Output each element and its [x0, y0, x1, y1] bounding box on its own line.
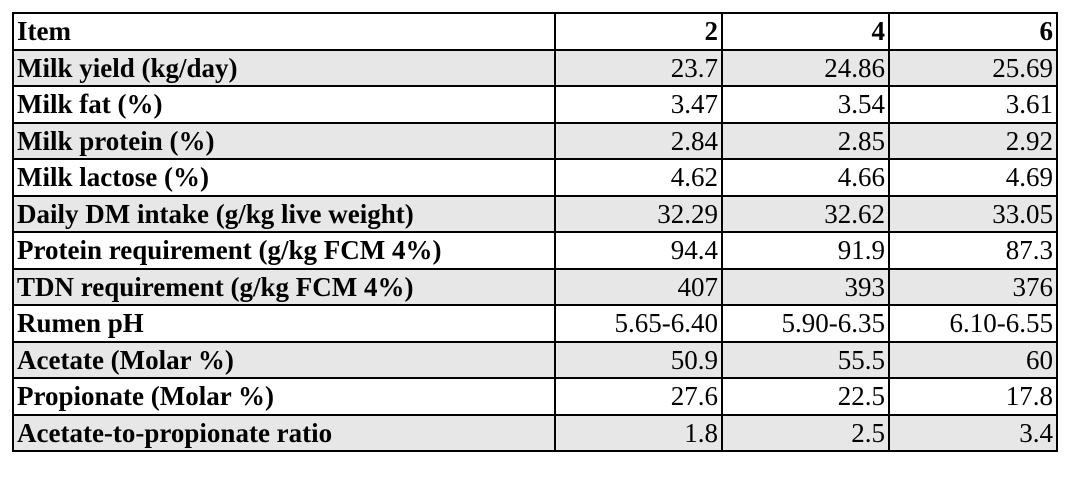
- row-value: 2.5: [721, 413, 890, 452]
- row-label: Daily DM intake (g/kg live weight): [12, 194, 556, 233]
- row-value: 50.9: [554, 340, 723, 379]
- row-value: 3.61: [888, 85, 1058, 124]
- row-value: 4.62: [554, 158, 723, 197]
- table-body: Milk yield (kg/day) 23.7 24.86 25.69 Milk fa…: [12, 48, 1058, 452]
- row-value: 2.85: [721, 121, 890, 160]
- row-label: Acetate (Molar %): [12, 340, 556, 379]
- row-value: 87.3: [888, 231, 1058, 270]
- row-value: 91.9: [721, 231, 890, 270]
- row-label: Protein requirement (g/kg FCM 4%): [12, 231, 556, 270]
- row-value: 22.5: [721, 377, 890, 416]
- row-value: 407: [554, 267, 723, 306]
- row-value: 17.8: [888, 377, 1058, 416]
- row-value: 4.66: [721, 158, 890, 197]
- row-label: Milk protein (%): [12, 121, 556, 160]
- row-value: 55.5: [721, 340, 890, 379]
- table-row: TDN requirement (g/kg FCM 4%) 407 393 376: [12, 267, 1058, 306]
- row-value: 3.4: [888, 413, 1058, 452]
- row-value: 3.47: [554, 85, 723, 124]
- row-value: 6.10-6.55: [888, 304, 1058, 343]
- row-value: 24.86: [721, 48, 890, 87]
- row-label: Milk fat (%): [12, 85, 556, 124]
- header-item: Item: [12, 12, 556, 51]
- table-row: Daily DM intake (g/kg live weight) 32.29 3…: [12, 194, 1058, 233]
- header-col-2: 2: [554, 12, 723, 51]
- row-label: TDN requirement (g/kg FCM 4%): [12, 267, 556, 306]
- row-value: 393: [721, 267, 890, 306]
- header-row: Item 2 4 6: [12, 12, 1058, 51]
- row-label: Milk yield (kg/day): [12, 48, 556, 87]
- row-value: 94.4: [554, 231, 723, 270]
- table-row: Protein requirement (g/kg FCM 4%) 94.4 91.…: [12, 231, 1058, 270]
- table-row: Rumen pH 5.65-6.40 5.90-6.35 6.10-6.55: [12, 304, 1058, 343]
- data-table: Item 2 4 6 Milk yield (kg/day) 23.7 24.86 2…: [12, 12, 1058, 452]
- row-value: 32.29: [554, 194, 723, 233]
- row-value: 1.8: [554, 413, 723, 452]
- header-col-6: 6: [888, 12, 1058, 51]
- row-value: 5.90-6.35: [721, 304, 890, 343]
- row-value: 60: [888, 340, 1058, 379]
- row-label: Propionate (Molar %): [12, 377, 556, 416]
- table-row: Milk lactose (%) 4.62 4.66 4.69: [12, 158, 1058, 197]
- row-value: 376: [888, 267, 1058, 306]
- row-value: 2.84: [554, 121, 723, 160]
- row-value: 3.54: [721, 85, 890, 124]
- row-value: 23.7: [554, 48, 723, 87]
- row-label: Acetate-to-propionate ratio: [12, 413, 556, 452]
- table-row: Propionate (Molar %) 27.6 22.5 17.8: [12, 377, 1058, 416]
- table-row: Milk protein (%) 2.84 2.85 2.92: [12, 121, 1058, 160]
- header-col-4: 4: [721, 12, 890, 51]
- row-value: 25.69: [888, 48, 1058, 87]
- row-value: 2.92: [888, 121, 1058, 160]
- row-value: 4.69: [888, 158, 1058, 197]
- table-row: Acetate (Molar %) 50.9 55.5 60: [12, 340, 1058, 379]
- table-row: Milk yield (kg/day) 23.7 24.86 25.69: [12, 48, 1058, 87]
- row-value: 32.62: [721, 194, 890, 233]
- row-value: 27.6: [554, 377, 723, 416]
- row-value: 33.05: [888, 194, 1058, 233]
- row-label: Rumen pH: [12, 304, 556, 343]
- row-label: Milk lactose (%): [12, 158, 556, 197]
- table-row: Acetate-to-propionate ratio 1.8 2.5 3.4: [12, 413, 1058, 452]
- row-value: 5.65-6.40: [554, 304, 723, 343]
- table-row: Milk fat (%) 3.47 3.54 3.61: [12, 85, 1058, 124]
